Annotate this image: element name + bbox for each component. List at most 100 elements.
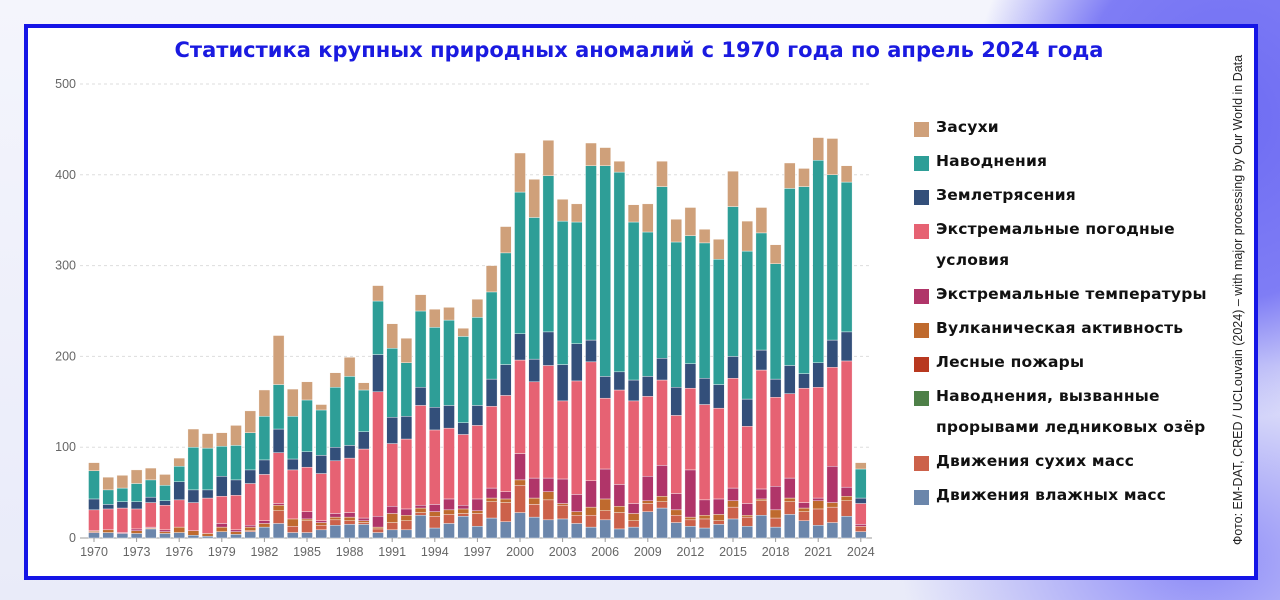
bar-segment-wet-1995 bbox=[443, 523, 455, 539]
bar-segment-wet-1983 bbox=[272, 523, 285, 539]
bar-segment-earthquake-1970 bbox=[88, 498, 100, 511]
bar-segment-weather-1980 bbox=[230, 495, 242, 531]
bar-segment-flood-1985 bbox=[301, 399, 313, 452]
bar-segment-flood-2012 bbox=[684, 235, 697, 364]
bar-segment-weather-1971 bbox=[102, 508, 114, 531]
bar-segment-dry-2024 bbox=[855, 525, 867, 532]
bar-segment-earthquake-2013 bbox=[698, 377, 711, 405]
bar-segment-flood-2022 bbox=[826, 174, 839, 341]
bar-segment-drought-1979 bbox=[216, 432, 228, 447]
bar-segment-earthquake-1981 bbox=[244, 469, 256, 484]
bar-segment-dry-1989 bbox=[358, 522, 370, 525]
bar-segment-temps-2016 bbox=[741, 503, 753, 516]
bar-segment-volcanic-2008 bbox=[627, 513, 640, 521]
bar-segment-weather-2021 bbox=[812, 387, 824, 499]
bar-segment-weather-2016 bbox=[741, 426, 753, 504]
bar-segment-flood-2010 bbox=[656, 186, 668, 359]
bar-segment-dry-1996 bbox=[457, 513, 469, 517]
bar-segment-earthquake-1976 bbox=[173, 481, 185, 501]
bar-segment-dry-2004 bbox=[571, 515, 583, 524]
bar-segment-weather-2005 bbox=[585, 361, 597, 481]
legend-item-weather[interactable]: Экстремальные погодные условия bbox=[914, 220, 1224, 276]
bar-segment-dry-1991 bbox=[386, 522, 398, 531]
bar-segment-drought-2009 bbox=[642, 203, 654, 233]
bar-segment-flood-1979 bbox=[216, 446, 228, 477]
x-tick-label: 1985 bbox=[293, 545, 321, 559]
bar-segment-drought-2022 bbox=[826, 138, 839, 175]
bar-segment-volcanic-2002 bbox=[542, 491, 555, 501]
bar-segment-wet-2002 bbox=[542, 519, 555, 539]
bar-segment-volcanic-2004 bbox=[571, 511, 583, 516]
source-credit: Фото: EM-DAT, CRED / UCLouvain (2024) – … bbox=[1231, 54, 1245, 546]
bar-segment-temps-1975 bbox=[159, 529, 171, 532]
legend-item-glacial[interactable]: Наводнения, вызванные прорывами ледников… bbox=[914, 387, 1224, 443]
bar-segment-earthquake-2000 bbox=[514, 333, 526, 361]
bar-segment-flood-1973 bbox=[130, 483, 143, 502]
bar-segment-flood-1986 bbox=[315, 409, 327, 456]
bar-segment-temps-1998 bbox=[485, 487, 498, 499]
legend-swatch bbox=[914, 456, 929, 471]
bar-segment-temps-1979 bbox=[216, 523, 228, 528]
bar-segment-wet-1998 bbox=[485, 517, 498, 539]
bar-segment-volcanic-2003 bbox=[556, 503, 569, 506]
bar-segment-weather-2019 bbox=[784, 393, 796, 479]
bar-segment-earthquake-2005 bbox=[585, 339, 597, 363]
x-tick-label: 2000 bbox=[506, 545, 534, 559]
bar-segment-drought-1996 bbox=[457, 328, 469, 337]
legend-item-earthquake[interactable]: Землетрясения bbox=[914, 186, 1224, 211]
bar-segment-dry-2006 bbox=[599, 510, 611, 521]
bar-segment-earthquake-2001 bbox=[528, 358, 540, 383]
bar-segment-wet-2020 bbox=[798, 520, 810, 539]
bar-segment-drought-2008 bbox=[627, 204, 640, 223]
bar-segment-temps-1997 bbox=[471, 498, 484, 511]
legend-item-flood[interactable]: Наводнения bbox=[914, 152, 1224, 177]
bar-segment-drought-2007 bbox=[613, 160, 626, 173]
bar-segment-earthquake-1987 bbox=[329, 447, 342, 462]
bar-segment-earthquake-2006 bbox=[599, 376, 611, 399]
bar-segment-volcanic-2000 bbox=[514, 479, 526, 486]
bar-segment-dry-1988 bbox=[343, 520, 356, 525]
bar-segment-volcanic-1991 bbox=[386, 513, 398, 523]
legend-item-wet[interactable]: Движения влажных масс bbox=[914, 486, 1224, 511]
bar-segment-drought-1983 bbox=[272, 335, 285, 385]
bar-segment-weather-2002 bbox=[542, 365, 555, 479]
bar-segment-temps-1992 bbox=[400, 508, 413, 516]
y-tick-label: 0 bbox=[69, 531, 76, 545]
bar-segment-flood-1989 bbox=[358, 389, 370, 432]
bar-segment-drought-2003 bbox=[556, 199, 569, 222]
bar-segment-weather-2017 bbox=[755, 369, 768, 490]
bar-segment-volcanic-1988 bbox=[343, 516, 356, 521]
bar-segment-weather-2012 bbox=[684, 387, 697, 471]
legend-item-drought[interactable]: Засухи bbox=[914, 118, 1224, 143]
legend-item-temps[interactable]: Экстремальные температуры bbox=[914, 285, 1224, 310]
bar-segment-drought-1997 bbox=[471, 298, 484, 318]
bar-segment-dry-1997 bbox=[471, 513, 484, 527]
bar-segment-temps-2015 bbox=[727, 487, 739, 501]
bar-segment-flood-1998 bbox=[485, 291, 498, 380]
legend-item-volcanic[interactable]: Вулканическая активность bbox=[914, 319, 1224, 344]
bar-segment-volcanic-1978 bbox=[201, 533, 214, 537]
bar-segment-wet-2001 bbox=[528, 516, 540, 539]
bar-segment-wet-2015 bbox=[727, 518, 739, 539]
bar-segment-drought-2015 bbox=[727, 170, 739, 207]
bar-segment-volcanic-2011 bbox=[670, 509, 682, 516]
legend-swatch bbox=[914, 391, 929, 406]
x-tick-label: 2012 bbox=[676, 545, 704, 559]
bar-segment-earthquake-2015 bbox=[727, 356, 739, 379]
bar-segment-flood-1993 bbox=[414, 310, 427, 388]
bar-segment-weather-2013 bbox=[698, 404, 711, 501]
bar-segment-weather-1991 bbox=[386, 443, 398, 507]
bar-segment-weather-2009 bbox=[642, 396, 654, 477]
bar-segment-volcanic-1993 bbox=[414, 507, 427, 513]
bar-segment-dry-2007 bbox=[613, 512, 626, 530]
legend-item-dry[interactable]: Движения сухих масс bbox=[914, 452, 1224, 477]
bar-segment-dry-1985 bbox=[301, 520, 313, 533]
bar-segment-wet-2018 bbox=[769, 526, 782, 539]
legend-item-wildfire[interactable]: Лесные пожары bbox=[914, 353, 1224, 378]
legend-label: Экстремальные погодные условия bbox=[936, 220, 1175, 269]
bar-segment-volcanic-2013 bbox=[698, 515, 711, 520]
bar-segment-flood-2004 bbox=[571, 221, 583, 344]
bar-segment-dry-2014 bbox=[713, 520, 725, 525]
bar-segment-temps-2008 bbox=[627, 503, 640, 514]
bar-segment-weather-2008 bbox=[627, 400, 640, 504]
